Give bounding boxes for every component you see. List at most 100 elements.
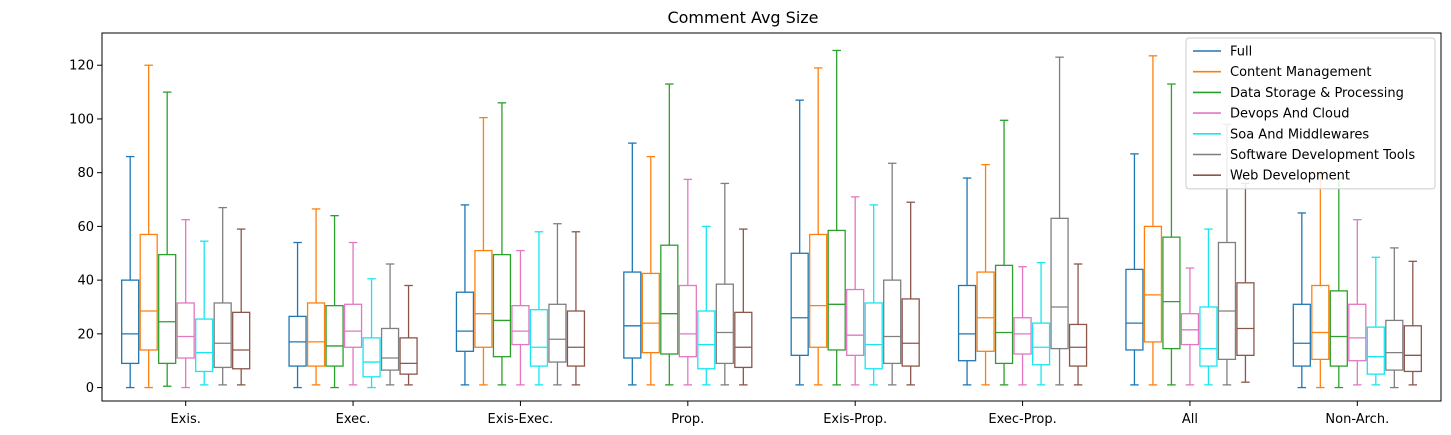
iqr-box [158, 253, 177, 365]
iqr-box [362, 337, 381, 378]
box-0-1 [288, 241, 307, 389]
box-0-0 [121, 155, 140, 389]
iqr-box [1403, 325, 1422, 373]
legend-entry-label: Software Development Tools [1230, 148, 1415, 163]
legend-entry-label: Data Storage & Processing [1230, 86, 1404, 101]
box-4-3 [697, 225, 716, 386]
iqr-box [548, 303, 567, 363]
iqr-box [1125, 268, 1144, 351]
box-3-0 [176, 219, 195, 389]
iqr-box [809, 233, 828, 348]
box-0-2 [455, 204, 475, 386]
x-tick-label: Exis-Prop. [823, 412, 887, 427]
box-4-2 [529, 231, 549, 386]
iqr-box [715, 283, 734, 365]
box-0-7 [1292, 212, 1311, 389]
box-3-1 [343, 241, 363, 386]
box-5-2 [548, 223, 567, 386]
box-1-2 [474, 116, 493, 386]
box-1-6 [1143, 55, 1163, 386]
box-2-3 [660, 83, 679, 386]
iqr-box [1348, 303, 1367, 362]
iqr-box [1068, 323, 1088, 367]
legend: Full Content Management Data Storage & Pro… [1185, 37, 1436, 190]
iqr-box [660, 244, 679, 355]
box-6-3 [734, 228, 753, 386]
box-5-1 [380, 263, 400, 386]
box-2-5 [994, 119, 1014, 386]
iqr-box [474, 249, 493, 348]
iqr-box [697, 310, 716, 370]
iqr-box [864, 302, 883, 370]
box-series-group [121, 49, 1422, 389]
iqr-box [1311, 284, 1330, 361]
iqr-box [901, 298, 920, 367]
iqr-box [1013, 317, 1032, 355]
box-3-2 [511, 249, 530, 386]
plot-area-frame [101, 32, 1442, 402]
legend-entry-label: Full [1230, 45, 1252, 60]
y-tick-label: 0 [86, 381, 94, 396]
iqr-box [232, 311, 251, 370]
box-2-4 [827, 49, 846, 386]
box-6-5 [1068, 263, 1088, 386]
iqr-box [1385, 319, 1404, 371]
box-3-4 [846, 196, 865, 386]
iqr-box [976, 271, 995, 352]
box-6-6 [1236, 182, 1255, 383]
box-3-3 [678, 178, 697, 386]
box-0-4 [790, 99, 809, 386]
y-tick-label: 60 [77, 220, 94, 235]
box-4-0 [195, 240, 214, 386]
box-1-7 [1311, 172, 1330, 389]
box-6-1 [399, 284, 418, 386]
iqr-box [343, 303, 363, 348]
legend-entry-label: Soa And Middlewares [1230, 127, 1369, 142]
iqr-box [121, 279, 140, 365]
box-4-4 [864, 204, 883, 386]
legend-frame [1185, 37, 1436, 190]
box-3-6 [1180, 267, 1200, 386]
x-tick-label: Non-Arch. [1325, 412, 1389, 427]
iqr-box [994, 264, 1014, 365]
box-4-5 [1031, 262, 1051, 386]
iqr-box [1031, 322, 1051, 366]
iqr-box [1236, 282, 1255, 356]
iqr-box [380, 327, 400, 371]
box-2-1 [325, 215, 344, 389]
x-tick-label: All [1182, 412, 1198, 427]
box-4-1 [362, 278, 381, 389]
legend-entry-label: Devops And Cloud [1230, 107, 1349, 122]
iqr-box [529, 309, 549, 367]
y-tick-label: 120 [69, 59, 94, 74]
iqr-box [1050, 217, 1069, 350]
y-tick-label: 40 [77, 274, 94, 289]
box-4-6 [1199, 228, 1218, 386]
iqr-box [1162, 236, 1181, 350]
iqr-box [790, 252, 809, 356]
y-tick-label: 80 [77, 166, 94, 181]
x-tick-label: Exis-Exec. [488, 412, 554, 427]
iqr-box [288, 315, 307, 367]
iqr-box [1329, 290, 1348, 367]
iqr-box [678, 284, 697, 358]
box-5-5 [1050, 56, 1069, 386]
iqr-box [1366, 326, 1385, 375]
box-1-5 [976, 163, 995, 386]
iqr-box [1143, 225, 1163, 343]
box-5-4 [883, 162, 902, 386]
y-tick-label: 20 [77, 327, 94, 342]
box-4-7 [1366, 256, 1385, 386]
y-axis: 0 20 40 60 80 100 120 [69, 59, 102, 396]
box-6-2 [566, 231, 586, 386]
iqr-box [176, 302, 195, 359]
box-6-0 [232, 228, 251, 386]
x-tick-label: Exec-Prop. [988, 412, 1056, 427]
x-tick-label: Prop. [671, 412, 704, 427]
box-5-0 [213, 206, 232, 386]
x-tick-label: Exis. [170, 412, 200, 427]
iqr-box [213, 302, 232, 369]
iqr-box [957, 284, 977, 362]
iqr-box [1292, 303, 1311, 367]
